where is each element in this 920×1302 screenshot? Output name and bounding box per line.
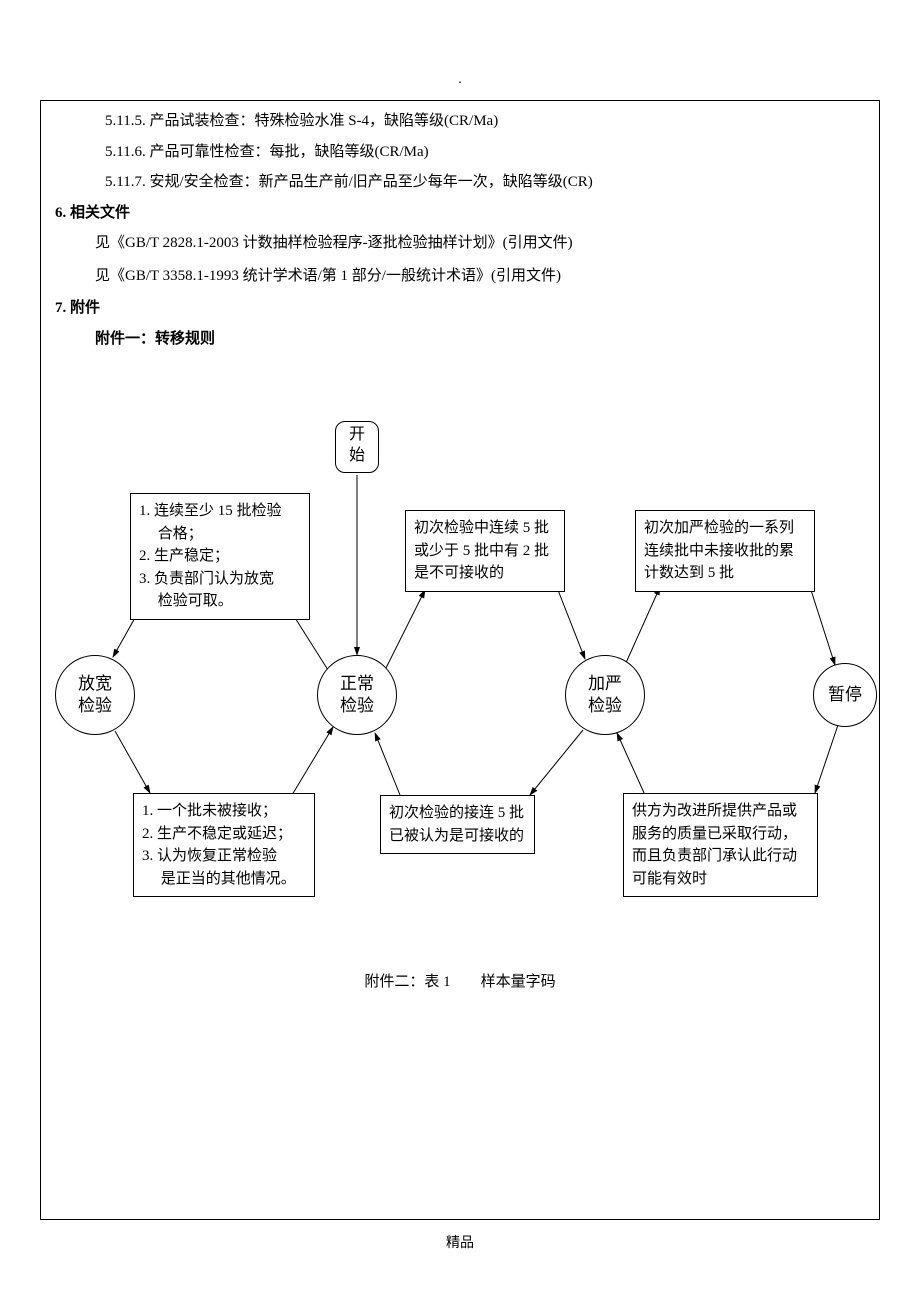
line-5-11-7: 5.11.7. 安规/安全检查：新产品生产前/旧产品至少每年一次，缺陷等级(CR…: [55, 171, 865, 194]
box-top-right: 初次加严检验的一系列连续批中未接收批的累计数达到 5 批: [635, 510, 815, 592]
box-top-left: 1. 连续至少 15 批检验 合格； 2. 生产稳定； 3. 负责部门认为放宽 …: [130, 493, 310, 620]
box-bot-left: 1. 一个批未被接收； 2. 生产不稳定或延迟； 3. 认为恢复正常检验 是正当…: [133, 793, 315, 897]
node-start: 开 始: [335, 421, 379, 473]
node-tight-label: 加严 检验: [588, 673, 622, 717]
line-5-11-6: 5.11.6. 产品可靠性检查：每批，缺陷等级(CR/Ma): [55, 141, 865, 164]
box-top-mid: 初次检验中连续 5 批或少于 5 批中有 2 批是不可接收的: [405, 510, 565, 592]
box-bot-left-l3b: 是正当的其他情况。: [142, 868, 306, 891]
box-bot-mid: 初次检验的接连 5 批已被认为是可接收的: [380, 795, 535, 854]
box-top-left-l2: 2. 生产稳定；: [139, 545, 301, 568]
node-relax: 放宽 检验: [55, 655, 135, 735]
node-normal: 正常 检验: [317, 655, 397, 735]
box-top-left-l1: 1. 连续至少 15 批检验: [139, 500, 301, 523]
box-bot-left-l1: 1. 一个批未被接收；: [142, 800, 306, 823]
section-7-heading: 7. 附件: [55, 297, 865, 320]
section-6-heading: 6. 相关文件: [55, 202, 865, 225]
top-dot: .: [458, 72, 462, 88]
box-bot-left-l2: 2. 生产不稳定或延迟；: [142, 823, 306, 846]
box-bot-right: 供方为改进所提供产品或服务的质量已采取行动，而且负责部门承认此行动可能有效时: [623, 793, 818, 897]
box-top-left-l3: 3. 负责部门认为放宽: [139, 568, 301, 591]
ref-1: 见《GB/T 2828.1-2003 计数抽样检验程序-逐批检验抽样计划》(引用…: [55, 232, 865, 255]
attachment-1-label: 附件一：转移规则: [55, 328, 865, 351]
box-top-left-l3b: 检验可取。: [139, 590, 301, 613]
attachment-2-label: 附件二：表 1 样本量字码: [0, 970, 920, 991]
line-5-11-5: 5.11.5. 产品试装检查：特殊检验水准 S-4，缺陷等级(CR/Ma): [55, 110, 865, 133]
text-content: 5.11.5. 产品试装检查：特殊检验水准 S-4，缺陷等级(CR/Ma) 5.…: [55, 110, 865, 358]
node-normal-label: 正常 检验: [340, 673, 374, 717]
footer-text: 精品: [0, 1232, 920, 1252]
node-start-label: 开 始: [349, 426, 365, 464]
ref-2: 见《GB/T 3358.1-1993 统计学术语/第 1 部分/一般统计术语》(…: [55, 265, 865, 288]
node-relax-label: 放宽 检验: [78, 673, 112, 717]
flowchart: 开 始 1. 连续至少 15 批检验 合格； 2. 生产稳定； 3. 负责部门认…: [55, 415, 875, 955]
box-bot-left-l3: 3. 认为恢复正常检验: [142, 845, 306, 868]
node-pause-label: 暂停: [828, 684, 862, 706]
node-pause: 暂停: [813, 663, 877, 727]
node-tight: 加严 检验: [565, 655, 645, 735]
box-top-left-l1b: 合格；: [139, 523, 301, 546]
